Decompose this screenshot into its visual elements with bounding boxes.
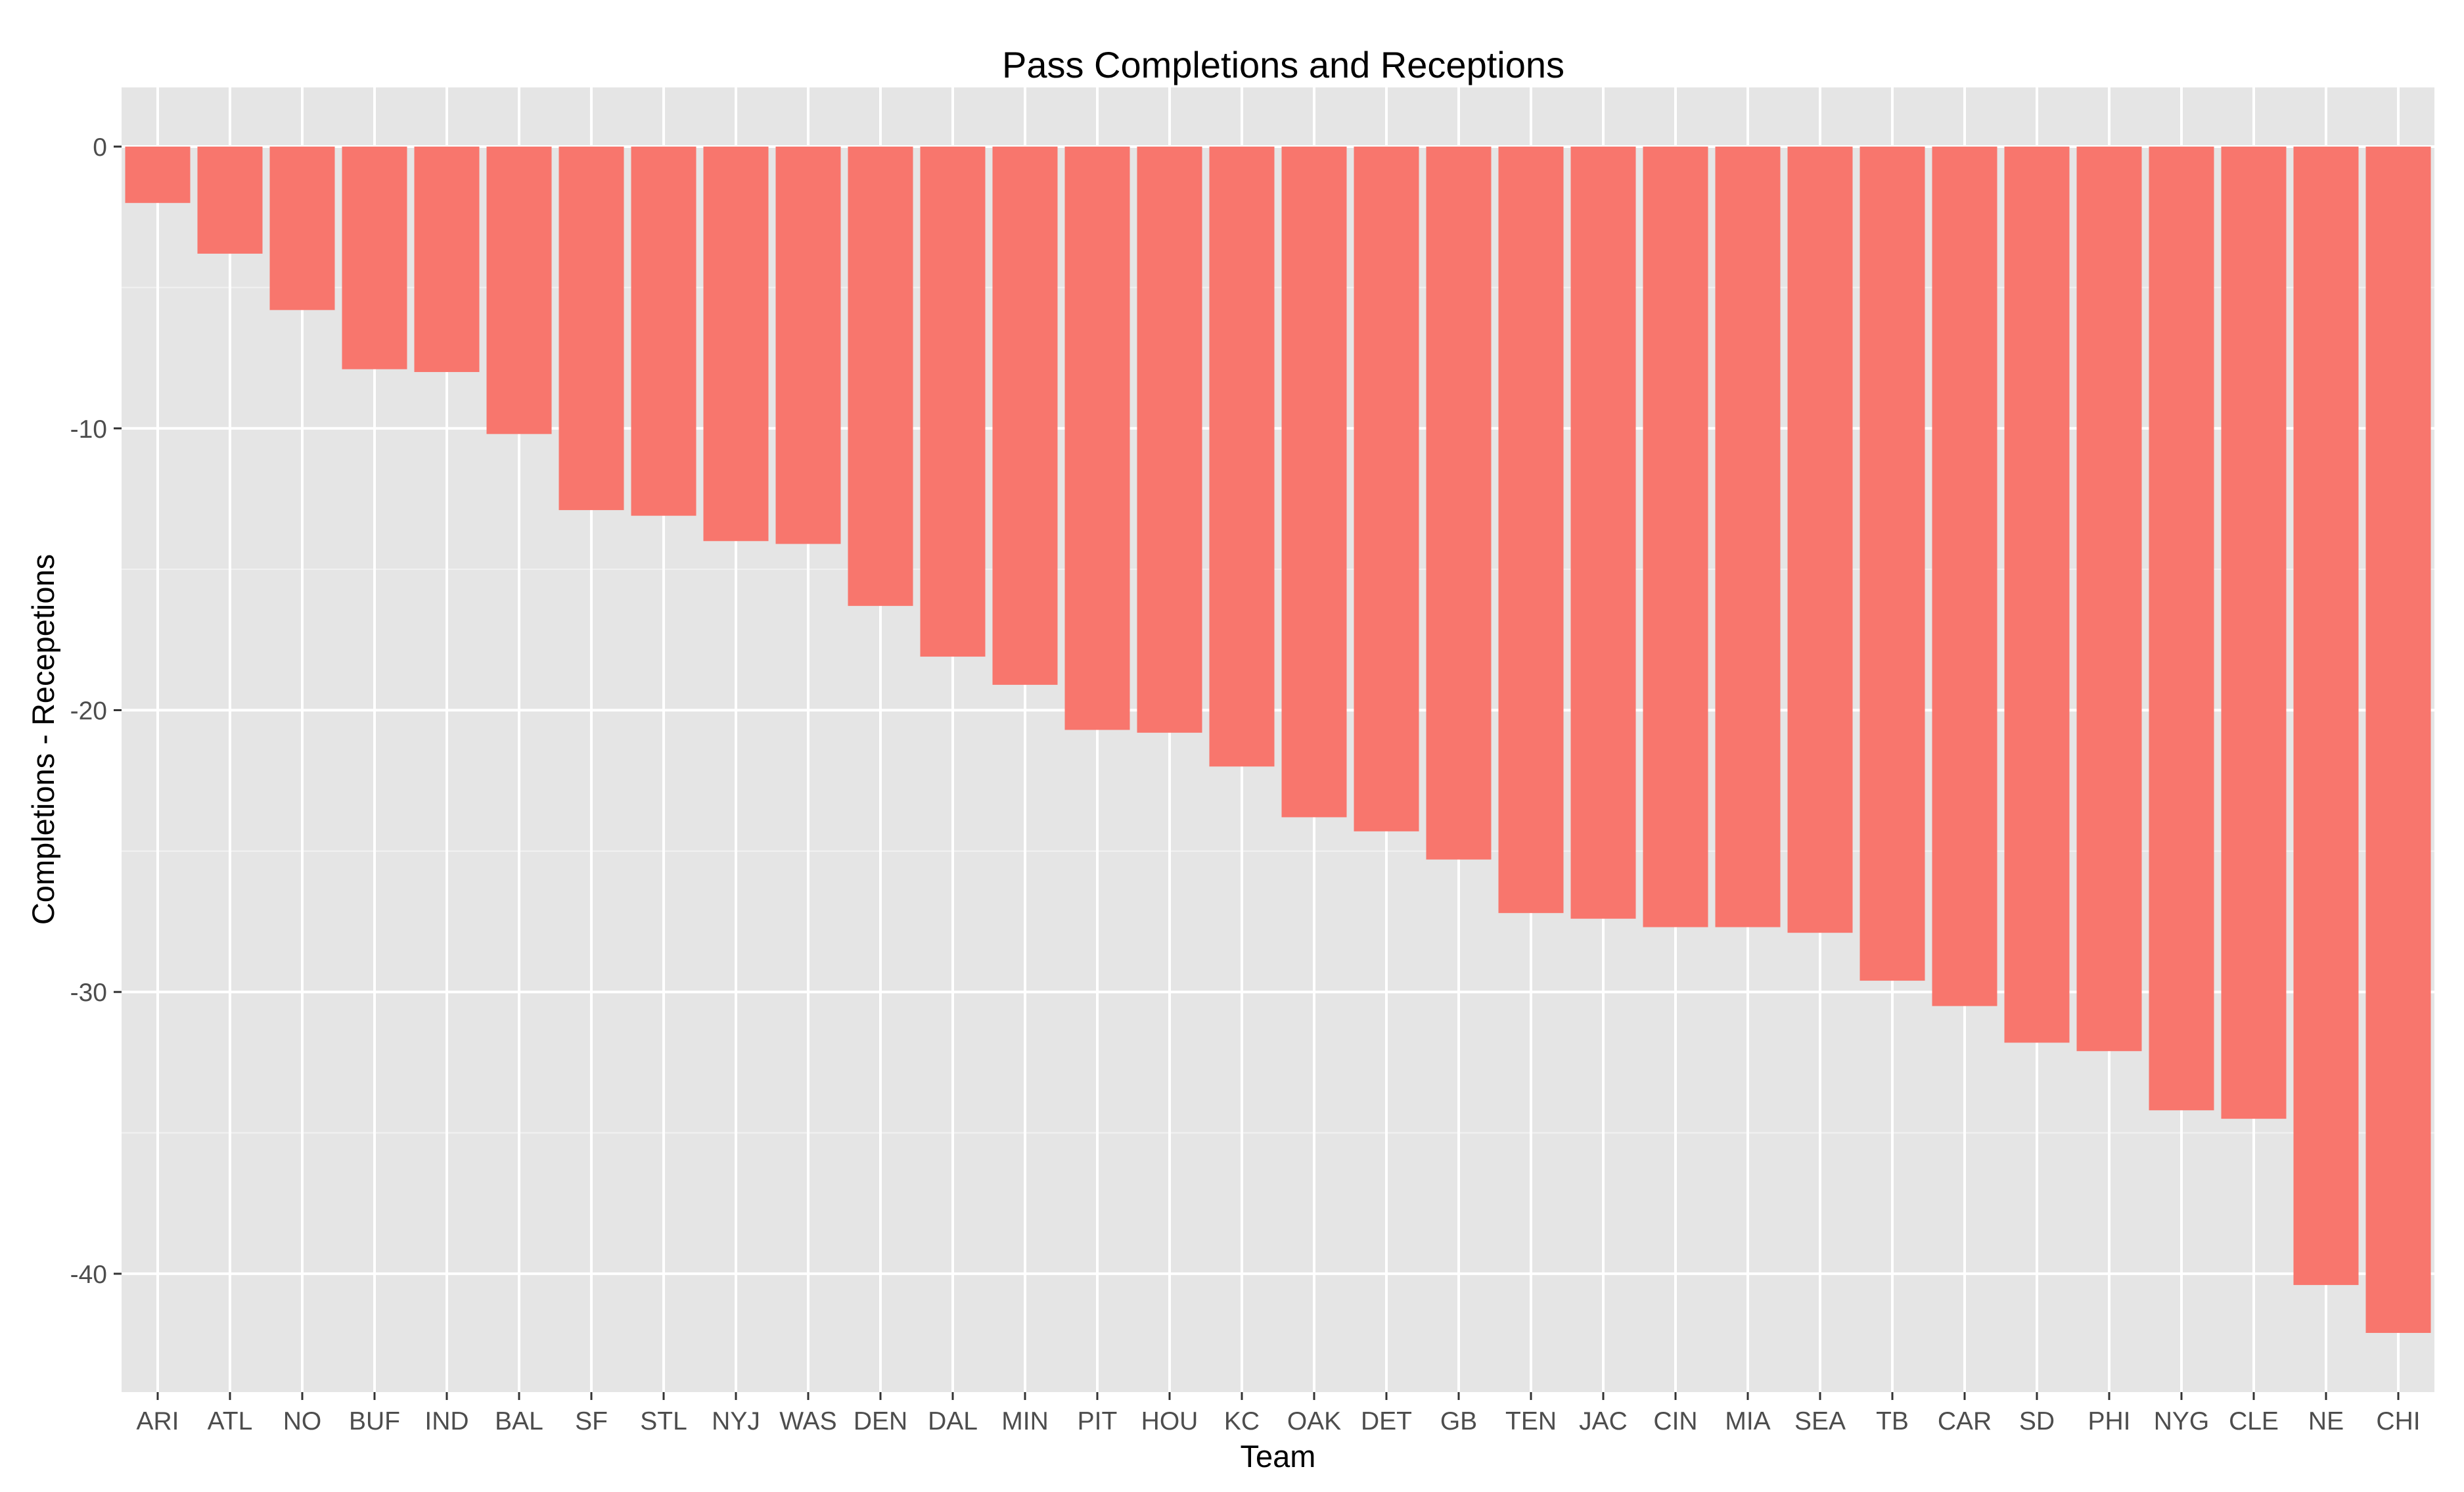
x-tick-label: STL xyxy=(640,1407,687,1435)
bar-atl xyxy=(197,147,263,254)
x-tick-label: CAR xyxy=(1938,1407,1992,1435)
x-tick-label: ATL xyxy=(208,1407,253,1435)
x-tick-label: DEN xyxy=(854,1407,907,1435)
x-tick-label: CLE xyxy=(2229,1407,2279,1435)
bar-sf xyxy=(559,147,624,511)
bar-sea xyxy=(1787,147,1853,933)
bar-ind xyxy=(414,147,480,373)
bar-cle xyxy=(2221,147,2287,1119)
bar-phi xyxy=(2076,147,2142,1052)
bar-nyg xyxy=(2149,147,2214,1111)
x-tick-label: DET xyxy=(1361,1407,1412,1435)
x-tick-label: KC xyxy=(1224,1407,1260,1435)
x-tick-label: NE xyxy=(2308,1407,2344,1435)
major-gridlines xyxy=(122,87,2434,1392)
x-tick-label: ARI xyxy=(136,1407,179,1435)
bar-tb xyxy=(1859,147,1925,981)
bar-dal xyxy=(920,147,986,657)
bar-stl xyxy=(631,147,696,516)
x-tick-label: PHI xyxy=(2088,1407,2130,1435)
bar-nyj xyxy=(703,147,769,542)
x-axis-ticks: ARI ATL NO BUF IND BAL SF STL NYJ WAS DEN DAL MIN PIT… xyxy=(136,1392,2421,1435)
x-tick-label: SF xyxy=(575,1407,608,1435)
x-tick-label: DAL xyxy=(928,1407,978,1435)
bars xyxy=(125,147,2431,1333)
bar-pit xyxy=(1064,147,1130,730)
y-tick-label: -30 xyxy=(70,979,107,1007)
x-tick-label: GB xyxy=(1440,1407,1477,1435)
bar-ten xyxy=(1498,147,1564,914)
bar-jac xyxy=(1570,147,1636,919)
bar-was xyxy=(775,147,841,544)
bar-sd xyxy=(2004,147,2070,1043)
bar-kc xyxy=(1209,147,1275,767)
x-tick-label: NYJ xyxy=(712,1407,760,1435)
bar-den xyxy=(848,147,913,606)
x-tick-label: MIN xyxy=(1001,1407,1049,1435)
bar-ari xyxy=(125,147,191,203)
bar-buf xyxy=(342,147,407,369)
bar-min xyxy=(992,147,1058,685)
x-tick-label: HOU xyxy=(1141,1407,1198,1435)
x-tick-label: IND xyxy=(424,1407,468,1435)
x-tick-label: JAC xyxy=(1579,1407,1628,1435)
bar-cin xyxy=(1643,147,1708,927)
x-axis-title: Team xyxy=(1241,1439,1316,1474)
x-tick-label: NO xyxy=(283,1407,322,1435)
chart-title: Pass Completions and Receptions xyxy=(1002,44,1564,85)
y-tick-label: -10 xyxy=(70,415,107,444)
bar-bal xyxy=(486,147,552,434)
bar-chi xyxy=(2365,147,2431,1333)
x-tick-label: BUF xyxy=(349,1407,400,1435)
x-tick-label: CHI xyxy=(2376,1407,2420,1435)
x-tick-label: BAL xyxy=(495,1407,543,1435)
y-tick-label: -40 xyxy=(70,1261,107,1289)
bar-det xyxy=(1354,147,1419,831)
y-tick-label: -20 xyxy=(70,697,107,725)
x-tick-label: TB xyxy=(1876,1407,1909,1435)
x-tick-label: MIA xyxy=(1725,1407,1770,1435)
x-tick-label: SEA xyxy=(1794,1407,1846,1435)
x-tick-label: CIN xyxy=(1653,1407,1697,1435)
bar-oak xyxy=(1281,147,1347,818)
x-tick-label: WAS xyxy=(779,1407,836,1435)
bar-gb xyxy=(1426,147,1492,860)
bar-mia xyxy=(1715,147,1781,927)
x-tick-label: NYG xyxy=(2154,1407,2210,1435)
x-tick-label: OAK xyxy=(1287,1407,1341,1435)
y-tick-label: 0 xyxy=(93,133,107,162)
x-tick-label: TEN xyxy=(1505,1407,1557,1435)
bar-car xyxy=(1932,147,1997,1006)
bar-hou xyxy=(1137,147,1202,733)
bar-no xyxy=(269,147,335,310)
y-axis-ticks: 0 -10 -20 -30 -40 xyxy=(70,133,122,1289)
x-tick-label: PIT xyxy=(1078,1407,1118,1435)
bar-ne xyxy=(2293,147,2359,1286)
x-tick-label: SD xyxy=(2019,1407,2055,1435)
y-axis-title: Completions - Recepetions xyxy=(26,554,60,925)
